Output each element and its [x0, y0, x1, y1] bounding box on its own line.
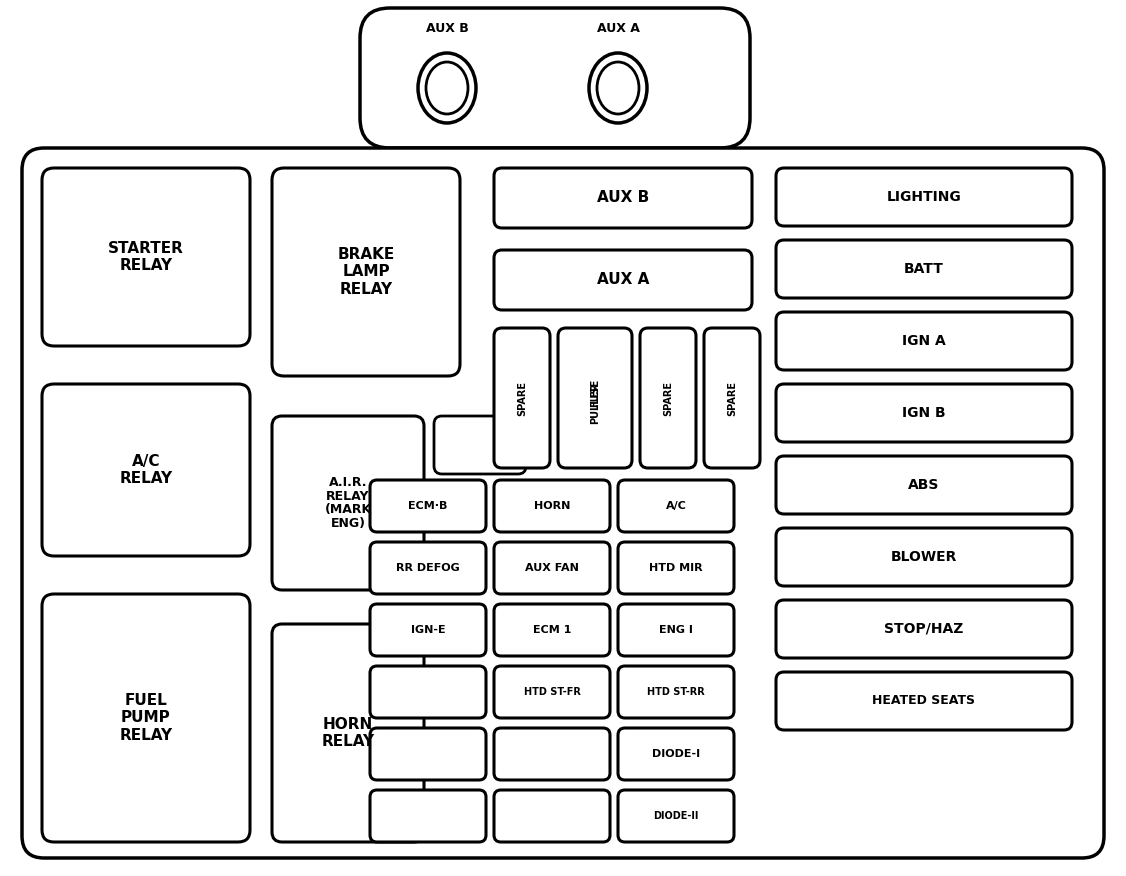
Text: RELAY: RELAY — [119, 728, 172, 743]
FancyBboxPatch shape — [776, 384, 1072, 442]
FancyBboxPatch shape — [618, 542, 734, 594]
FancyBboxPatch shape — [494, 328, 549, 468]
FancyBboxPatch shape — [494, 250, 752, 310]
Ellipse shape — [589, 53, 647, 123]
Text: A/C: A/C — [132, 454, 160, 469]
Text: ECM 1: ECM 1 — [533, 625, 571, 635]
Text: STOP/HAZ: STOP/HAZ — [884, 622, 964, 636]
Text: HTD ST-RR: HTD ST-RR — [647, 687, 705, 697]
Text: SPARE: SPARE — [663, 380, 673, 415]
FancyBboxPatch shape — [360, 8, 750, 148]
Ellipse shape — [597, 62, 638, 114]
Text: SPARE: SPARE — [517, 380, 527, 415]
FancyBboxPatch shape — [494, 480, 610, 532]
Text: ENG I: ENG I — [659, 625, 692, 635]
Text: ABS: ABS — [909, 478, 940, 492]
Text: LAMP: LAMP — [342, 265, 390, 279]
FancyBboxPatch shape — [494, 728, 610, 780]
FancyBboxPatch shape — [370, 790, 486, 842]
Text: AUX B: AUX B — [597, 190, 649, 206]
FancyBboxPatch shape — [618, 666, 734, 718]
Text: LIGHTING: LIGHTING — [886, 190, 962, 204]
FancyBboxPatch shape — [42, 594, 250, 842]
Ellipse shape — [418, 53, 476, 123]
FancyBboxPatch shape — [42, 168, 250, 346]
Text: ECM·B: ECM·B — [409, 501, 448, 511]
Text: ENG): ENG) — [331, 518, 366, 531]
Text: AUX FAN: AUX FAN — [525, 563, 579, 573]
FancyBboxPatch shape — [494, 604, 610, 656]
Text: IGN A: IGN A — [902, 334, 946, 348]
FancyBboxPatch shape — [434, 416, 526, 474]
Text: RELAY: RELAY — [119, 471, 172, 486]
Text: HEATED SEATS: HEATED SEATS — [873, 695, 975, 708]
Text: RELAY: RELAY — [119, 258, 172, 273]
FancyBboxPatch shape — [494, 666, 610, 718]
FancyBboxPatch shape — [618, 480, 734, 532]
FancyBboxPatch shape — [776, 528, 1072, 586]
FancyBboxPatch shape — [776, 600, 1072, 658]
FancyBboxPatch shape — [558, 328, 632, 468]
FancyBboxPatch shape — [618, 728, 734, 780]
Text: BRAKE: BRAKE — [338, 247, 394, 263]
FancyBboxPatch shape — [370, 604, 486, 656]
FancyBboxPatch shape — [272, 624, 425, 842]
Text: AUX A: AUX A — [597, 22, 640, 34]
FancyBboxPatch shape — [370, 542, 486, 594]
FancyBboxPatch shape — [370, 480, 486, 532]
Text: RELAY: RELAY — [339, 281, 393, 297]
FancyBboxPatch shape — [704, 328, 760, 468]
Text: RELAY: RELAY — [327, 490, 369, 503]
Text: DIODE-II: DIODE-II — [653, 811, 699, 821]
FancyBboxPatch shape — [494, 790, 610, 842]
Text: IGN-E: IGN-E — [411, 625, 445, 635]
Text: BATT: BATT — [904, 262, 944, 276]
Text: AUX A: AUX A — [597, 272, 650, 287]
Text: HORN: HORN — [323, 717, 373, 732]
Text: A.I.R.: A.I.R. — [329, 476, 367, 489]
FancyBboxPatch shape — [776, 168, 1072, 226]
FancyBboxPatch shape — [272, 168, 461, 376]
FancyBboxPatch shape — [776, 240, 1072, 298]
FancyBboxPatch shape — [370, 728, 486, 780]
Text: (MARK: (MARK — [324, 504, 372, 517]
Text: PUMP: PUMP — [122, 710, 171, 725]
FancyBboxPatch shape — [42, 384, 250, 556]
Text: SPARE: SPARE — [727, 380, 738, 415]
Text: AUX B: AUX B — [426, 22, 468, 34]
Text: FUEL: FUEL — [125, 694, 168, 709]
FancyBboxPatch shape — [776, 456, 1072, 514]
Text: STARTER: STARTER — [108, 241, 184, 256]
Text: PULLER: PULLER — [590, 383, 600, 424]
Text: RELAY: RELAY — [321, 734, 375, 749]
FancyBboxPatch shape — [494, 542, 610, 594]
FancyBboxPatch shape — [618, 790, 734, 842]
Text: RR DEFOG: RR DEFOG — [396, 563, 459, 573]
Ellipse shape — [426, 62, 468, 114]
Text: HTD ST-FR: HTD ST-FR — [524, 687, 580, 697]
FancyBboxPatch shape — [494, 168, 752, 228]
Text: IGN B: IGN B — [902, 406, 946, 420]
Text: HTD MIR: HTD MIR — [650, 563, 703, 573]
FancyBboxPatch shape — [23, 148, 1103, 858]
FancyBboxPatch shape — [776, 672, 1072, 730]
Text: DIODE-I: DIODE-I — [652, 749, 700, 759]
FancyBboxPatch shape — [618, 604, 734, 656]
Text: FUSE: FUSE — [590, 378, 600, 406]
FancyBboxPatch shape — [370, 666, 486, 718]
Text: BLOWER: BLOWER — [891, 550, 957, 564]
Text: HORN: HORN — [534, 501, 570, 511]
Text: A/C: A/C — [665, 501, 687, 511]
FancyBboxPatch shape — [272, 416, 425, 590]
FancyBboxPatch shape — [640, 328, 696, 468]
FancyBboxPatch shape — [776, 312, 1072, 370]
